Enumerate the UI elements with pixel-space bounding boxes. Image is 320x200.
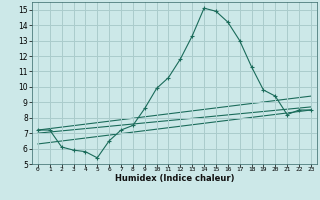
X-axis label: Humidex (Indice chaleur): Humidex (Indice chaleur) — [115, 174, 234, 183]
